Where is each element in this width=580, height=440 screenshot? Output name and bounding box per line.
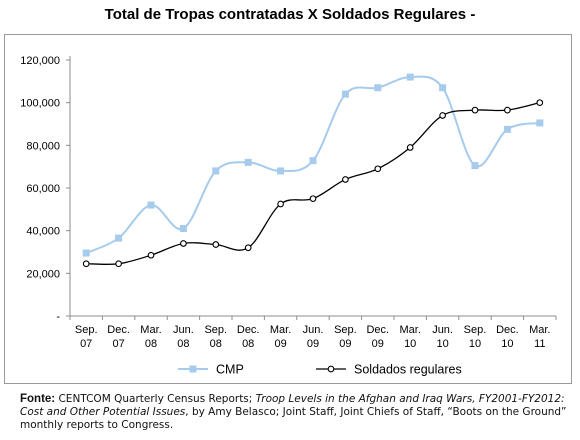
x-tick-label: 09 [339, 338, 351, 350]
data-point-soldados-regulares [374, 165, 382, 173]
chart-frame [4, 34, 572, 384]
data-point-cmp [503, 125, 511, 133]
x-tick-label: Sep. [204, 324, 227, 336]
x-tick-label: Jun. [303, 324, 324, 336]
source-note: Fonte: CENTCOM Quarterly Census Reports;… [20, 393, 568, 432]
x-tick-label: Mar. [140, 324, 161, 336]
source-text-1: CENTCOM Quarterly Census Reports; [55, 393, 256, 405]
data-point-cmp [439, 84, 447, 92]
x-tick-label: Jun. [173, 324, 194, 336]
x-tick-label: 07 [80, 338, 92, 350]
x-tick-label: Dec. [366, 324, 389, 336]
data-point-soldados-regulares [82, 260, 90, 268]
x-tick-label: 09 [372, 338, 384, 350]
data-point-soldados-regulares [244, 244, 252, 252]
data-point-cmp [212, 167, 220, 175]
x-tick-label: 10 [404, 338, 416, 350]
data-point-cmp [179, 225, 187, 233]
legend-marker-cmp [189, 365, 197, 373]
x-tick-label: 10 [501, 338, 513, 350]
x-tick-label: 10 [436, 338, 448, 350]
y-tick-label: 40,000 [26, 226, 60, 238]
x-tick-label: Sep. [334, 324, 357, 336]
x-tick-label: 08 [210, 338, 222, 350]
y-tick-label: 80,000 [26, 140, 60, 152]
x-tick-label: 07 [112, 338, 124, 350]
data-point-cmp [244, 158, 252, 166]
x-tick-label: 11 [534, 338, 545, 350]
data-point-cmp [374, 84, 382, 92]
x-tick-label: 08 [242, 338, 254, 350]
data-point-cmp [406, 73, 414, 81]
data-point-cmp [277, 167, 285, 175]
x-tick-label: 09 [274, 338, 286, 350]
y-tick-label: 20,000 [26, 268, 60, 280]
data-point-soldados-regulares [471, 106, 479, 114]
source-label: Fonte: [20, 393, 56, 405]
data-point-soldados-regulares [277, 200, 284, 208]
data-point-soldados-regulares [115, 260, 122, 268]
data-point-soldados-regulares [309, 195, 317, 203]
x-tick-label: Dec. [107, 324, 130, 336]
data-point-soldados-regulares [439, 112, 446, 119]
data-point-cmp [471, 162, 479, 170]
x-tick-label: 09 [307, 338, 319, 350]
x-tick-label: Sep. [75, 324, 98, 336]
x-tick-label: Dec. [496, 324, 519, 336]
data-point-cmp [309, 157, 317, 165]
x-tick-label: Jun. [432, 324, 453, 336]
legend-marker-soldados-regulares [327, 365, 335, 373]
data-point-cmp [341, 90, 349, 98]
data-point-cmp [536, 119, 544, 127]
data-point-cmp [115, 234, 123, 242]
x-tick-label: 08 [145, 338, 157, 350]
data-point-soldados-regulares [504, 106, 511, 114]
x-tick-label: 10 [469, 338, 481, 350]
source-report-title: Troop Levels in the Afghan and Iraq Wars… [20, 393, 565, 418]
data-point-cmp [147, 201, 155, 209]
x-tick-label: Mar. [270, 324, 291, 336]
source-text-2: , by Amy Belasco; Joint Staff, Joint Chi… [20, 406, 567, 431]
x-tick-label: Mar. [529, 324, 550, 336]
data-point-soldados-regulares [147, 251, 155, 259]
x-tick-label: Mar. [399, 324, 420, 336]
legend-label-cmp: CMP [216, 363, 244, 377]
data-point-soldados-regulares [212, 241, 220, 248]
y-tick-label: 120,000 [20, 55, 60, 67]
y-tick-label: - [56, 311, 60, 323]
y-tick-label: 100,000 [20, 98, 60, 110]
series-line-soldados-regulares [86, 102, 540, 266]
chart-title: Total de Tropas contratadas X Soldados R… [104, 6, 476, 23]
data-point-soldados-regulares [536, 99, 544, 107]
legend-label-soldados-regulares: Soldados regulares [354, 363, 462, 377]
data-point-soldados-regulares [406, 144, 414, 151]
x-tick-label: 08 [177, 338, 189, 350]
data-point-soldados-regulares [180, 240, 187, 247]
x-tick-label: Dec. [237, 324, 260, 336]
y-tick-label: 60,000 [26, 183, 60, 195]
data-point-soldados-regulares [342, 176, 349, 183]
x-tick-label: Sep. [464, 324, 487, 336]
data-point-cmp [82, 249, 90, 257]
